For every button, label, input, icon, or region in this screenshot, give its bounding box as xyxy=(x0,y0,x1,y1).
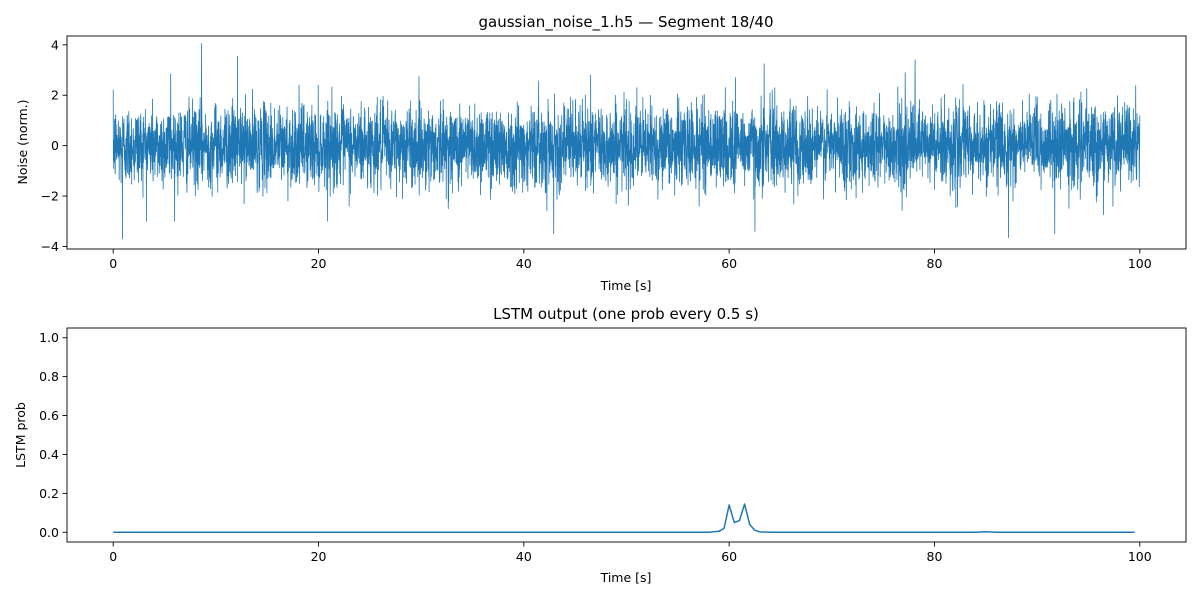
lstm-x-tick-label: 60 xyxy=(721,549,737,564)
noise-y-tick-label: −4 xyxy=(41,239,59,254)
lstm-axes: LSTM output (one prob every 0.5 s) 0 20 40… xyxy=(13,305,1187,585)
lstm-chart-title: LSTM output (one prob every 0.5 s) xyxy=(493,305,759,323)
lstm-series-group xyxy=(113,503,1135,534)
lstm-y-tick-label: 1.0 xyxy=(39,330,59,345)
noise-x-tick-label: 60 xyxy=(721,256,737,271)
noise-axes: gaussian_noise_1.h5 — Segment 18/40 0 20 4… xyxy=(15,13,1187,293)
lstm-x-ticks: 0 20 40 60 80 100 xyxy=(109,542,1152,564)
noise-x-label: Time [s] xyxy=(600,278,652,293)
noise-plot-frame xyxy=(66,35,1187,250)
noise-y-ticks: −4 −2 0 2 4 xyxy=(41,37,67,254)
lstm-y-ticks: 0.0 0.2 0.4 0.6 0.8 1.0 xyxy=(39,330,67,540)
noise-y-label: Noise (norm.) xyxy=(15,99,30,184)
noise-series-line xyxy=(112,43,1141,240)
noise-x-tick-label: 100 xyxy=(1128,256,1152,271)
lstm-x-tick-label: 80 xyxy=(927,549,943,564)
lstm-y-tick-label: 0.6 xyxy=(39,408,59,423)
noise-y-tick-label: 0 xyxy=(51,138,59,153)
lstm-y-tick-label: 0.8 xyxy=(39,369,59,384)
noise-y-tick-label: −2 xyxy=(41,189,59,204)
lstm-plot-frame xyxy=(66,327,1187,543)
noise-signal-group xyxy=(112,43,1141,240)
lstm-x-label: Time [s] xyxy=(600,570,652,585)
noise-x-tick-label: 0 xyxy=(109,256,117,271)
lstm-y-tick-label: 0.2 xyxy=(39,486,59,501)
noise-chart-title: gaussian_noise_1.h5 — Segment 18/40 xyxy=(478,13,773,32)
noise-x-ticks: 0 20 40 60 80 100 xyxy=(109,249,1152,271)
lstm-y-label: LSTM prob xyxy=(13,402,28,468)
lstm-x-tick-label: 20 xyxy=(311,549,327,564)
lstm-y-tick-label: 0.0 xyxy=(39,525,59,540)
lstm-x-tick-label: 0 xyxy=(109,549,117,564)
lstm-x-tick-label: 40 xyxy=(516,549,532,564)
lstm-y-tick-label: 0.4 xyxy=(39,447,59,462)
noise-y-tick-label: 2 xyxy=(51,88,59,103)
noise-y-tick-label: 4 xyxy=(51,37,59,52)
noise-x-tick-label: 40 xyxy=(516,256,532,271)
lstm-prob-line xyxy=(113,503,1135,534)
noise-x-tick-label: 80 xyxy=(927,256,943,271)
noise-x-tick-label: 20 xyxy=(311,256,327,271)
lstm-x-tick-label: 100 xyxy=(1128,549,1152,564)
